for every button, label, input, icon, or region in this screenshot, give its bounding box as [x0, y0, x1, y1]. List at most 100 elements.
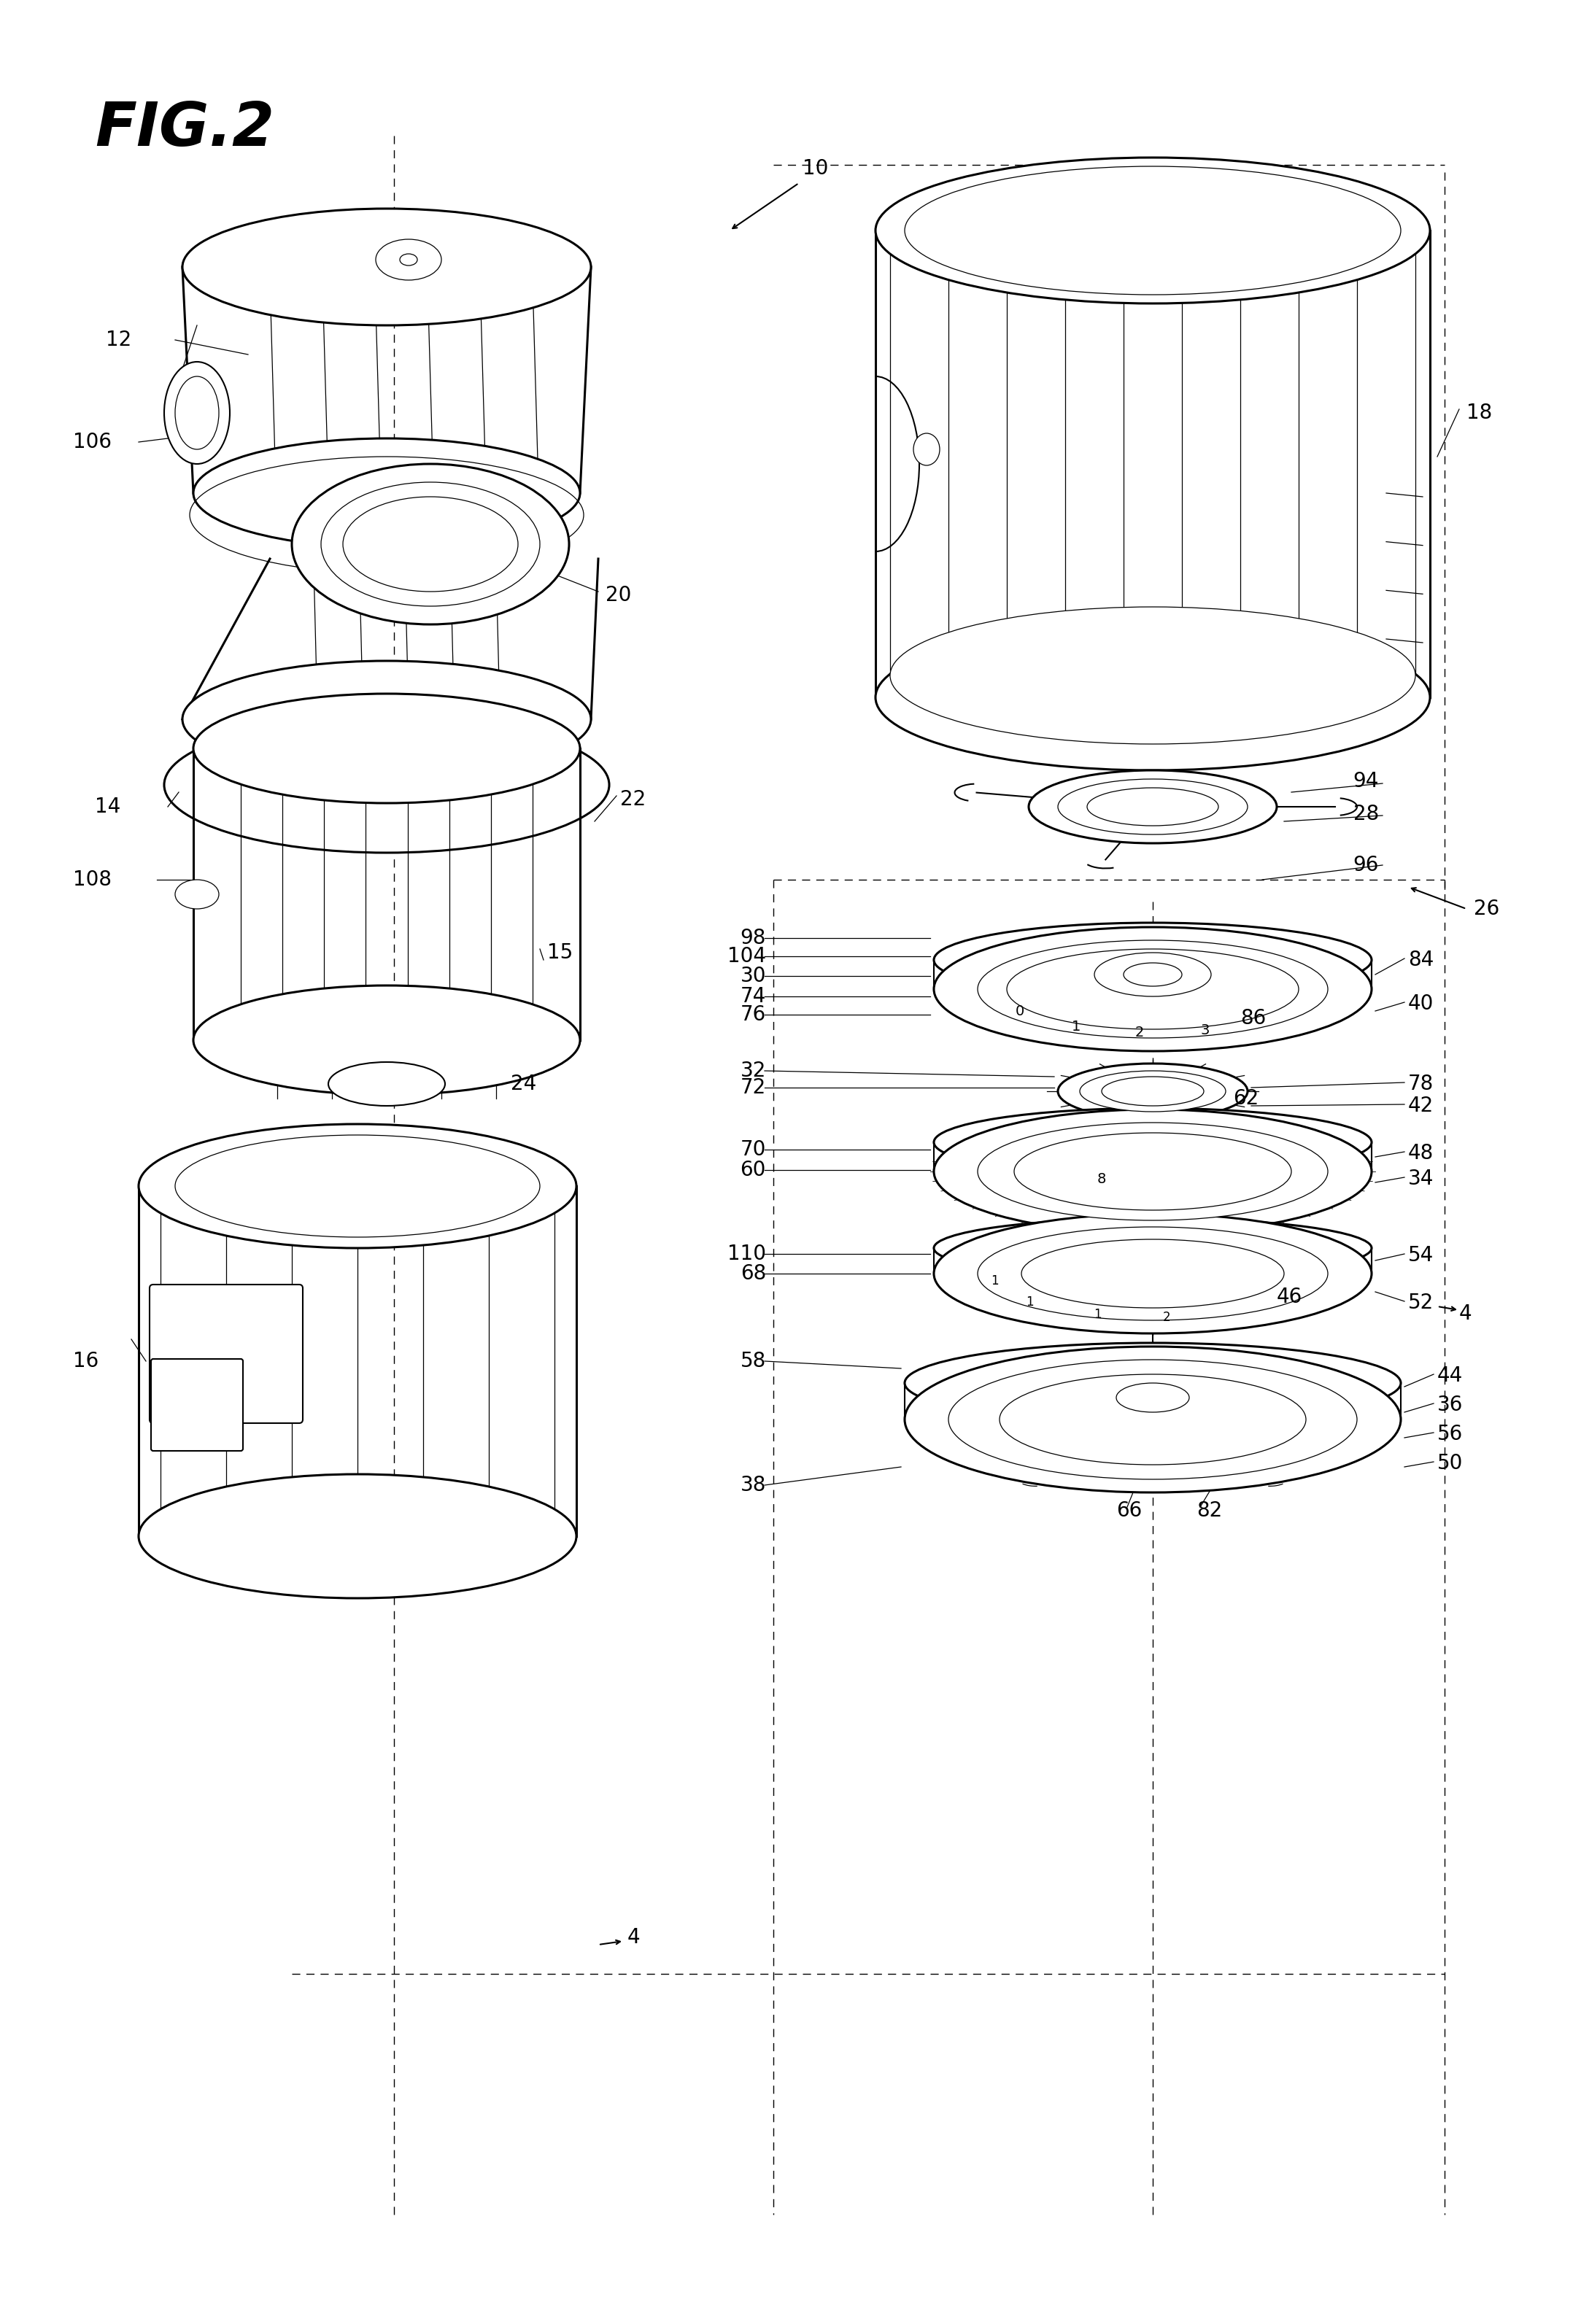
Text: 54: 54: [1409, 1246, 1434, 1267]
Text: 46: 46: [1277, 1287, 1303, 1306]
Ellipse shape: [343, 497, 519, 593]
Text: 18: 18: [1467, 402, 1492, 423]
Text: 58: 58: [740, 1350, 767, 1371]
Text: 4: 4: [628, 1927, 640, 1948]
Text: 0: 0: [1015, 1004, 1024, 1018]
Ellipse shape: [949, 1360, 1356, 1480]
Ellipse shape: [321, 481, 539, 607]
Text: 42: 42: [1409, 1095, 1434, 1116]
FancyBboxPatch shape: [150, 1285, 304, 1422]
Text: 26: 26: [1473, 899, 1499, 918]
Ellipse shape: [934, 1218, 1372, 1278]
Ellipse shape: [1021, 1239, 1284, 1308]
Text: 36: 36: [1437, 1394, 1462, 1415]
Ellipse shape: [193, 985, 580, 1095]
Text: 16: 16: [73, 1350, 98, 1371]
Ellipse shape: [914, 432, 939, 465]
Text: 1: 1: [1072, 1020, 1081, 1034]
Text: 60: 60: [740, 1160, 767, 1181]
Text: 4: 4: [1459, 1304, 1472, 1325]
Ellipse shape: [400, 253, 417, 265]
Ellipse shape: [193, 693, 580, 804]
Ellipse shape: [1124, 962, 1183, 985]
Text: 72: 72: [740, 1078, 767, 1097]
Ellipse shape: [139, 1473, 577, 1599]
Text: 108: 108: [73, 869, 112, 890]
Ellipse shape: [904, 167, 1401, 295]
Ellipse shape: [904, 1346, 1401, 1492]
Text: 12: 12: [106, 330, 131, 351]
Ellipse shape: [182, 209, 591, 325]
Ellipse shape: [1094, 953, 1211, 997]
Text: 70: 70: [740, 1139, 767, 1160]
Text: 84: 84: [1409, 951, 1434, 969]
Ellipse shape: [934, 1109, 1372, 1234]
Text: 50: 50: [1437, 1452, 1462, 1473]
Text: 38: 38: [740, 1476, 767, 1494]
Ellipse shape: [876, 625, 1429, 769]
Text: 34: 34: [1409, 1169, 1434, 1190]
Text: 110: 110: [727, 1243, 767, 1264]
Text: 52: 52: [1409, 1292, 1434, 1313]
Text: 98: 98: [740, 927, 767, 948]
Ellipse shape: [1058, 1064, 1247, 1118]
Ellipse shape: [977, 941, 1328, 1039]
Ellipse shape: [934, 1109, 1372, 1176]
Ellipse shape: [1080, 1071, 1225, 1111]
Text: 66: 66: [1116, 1501, 1141, 1520]
Text: 44: 44: [1437, 1367, 1462, 1385]
Ellipse shape: [1058, 779, 1247, 834]
Text: 94: 94: [1353, 772, 1379, 792]
Ellipse shape: [175, 1134, 539, 1236]
Text: 106: 106: [73, 432, 112, 453]
Ellipse shape: [977, 1227, 1328, 1320]
Ellipse shape: [876, 158, 1429, 304]
Text: 86: 86: [1240, 1009, 1266, 1030]
Ellipse shape: [164, 718, 609, 853]
Text: 78: 78: [1409, 1074, 1434, 1095]
Text: 48: 48: [1409, 1143, 1434, 1164]
Ellipse shape: [1102, 1076, 1203, 1106]
Ellipse shape: [999, 1373, 1306, 1464]
Text: 3: 3: [1200, 1023, 1209, 1037]
Text: 22: 22: [620, 790, 647, 809]
Text: 14: 14: [95, 797, 120, 818]
Text: 1: 1: [1026, 1294, 1034, 1308]
Ellipse shape: [329, 1062, 444, 1106]
Ellipse shape: [890, 607, 1415, 744]
Text: 82: 82: [1197, 1501, 1222, 1520]
Ellipse shape: [934, 1213, 1372, 1334]
Text: 30: 30: [740, 967, 767, 985]
Ellipse shape: [1029, 769, 1277, 844]
Text: 2: 2: [1164, 1311, 1170, 1325]
Text: 8: 8: [1097, 1171, 1107, 1185]
Ellipse shape: [904, 1343, 1401, 1422]
Ellipse shape: [1116, 1383, 1189, 1413]
Text: FIG.2: FIG.2: [95, 100, 275, 158]
Text: 74: 74: [740, 985, 767, 1006]
Ellipse shape: [1007, 948, 1298, 1030]
Ellipse shape: [175, 881, 218, 909]
Text: 24: 24: [511, 1074, 536, 1095]
Ellipse shape: [376, 239, 441, 281]
Text: 10: 10: [803, 158, 828, 179]
Text: 40: 40: [1409, 992, 1434, 1013]
Text: 2: 2: [1135, 1025, 1145, 1039]
Text: 32: 32: [740, 1060, 767, 1081]
Ellipse shape: [182, 660, 591, 779]
Text: 56: 56: [1437, 1425, 1462, 1443]
Ellipse shape: [934, 923, 1372, 997]
Ellipse shape: [1088, 788, 1219, 825]
Ellipse shape: [175, 376, 218, 449]
Text: 68: 68: [740, 1264, 767, 1283]
FancyBboxPatch shape: [152, 1360, 243, 1450]
Ellipse shape: [934, 927, 1372, 1050]
Ellipse shape: [139, 1125, 577, 1248]
Text: 15: 15: [547, 944, 572, 962]
Text: 96: 96: [1353, 855, 1379, 876]
Ellipse shape: [977, 1122, 1328, 1220]
Text: 20: 20: [606, 586, 631, 607]
Ellipse shape: [164, 363, 229, 465]
Text: 62: 62: [1233, 1088, 1258, 1109]
Ellipse shape: [193, 439, 580, 548]
